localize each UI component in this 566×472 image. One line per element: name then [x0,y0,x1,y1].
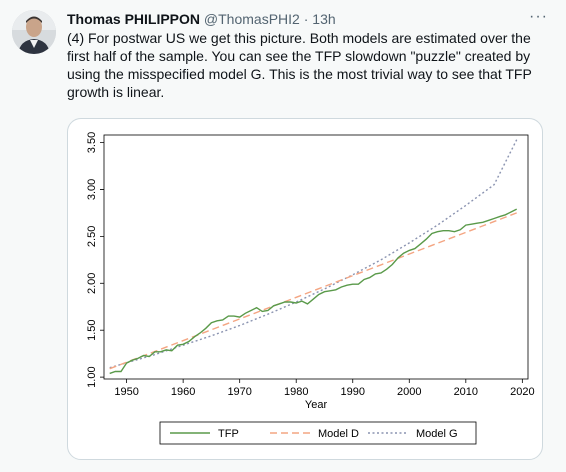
tweet-media-chart[interactable]: 1950 1960 1970 1980 1990 2000 2010 2020 1.00 1.50… [67,118,543,460]
separator-dot: · [303,11,309,27]
x-tick-label: 1990 [341,386,365,398]
series-line-model-d [109,212,517,370]
tweet-time[interactable]: 13h [312,11,336,27]
x-tick-label: 1970 [227,386,251,398]
series-line-tfp [109,208,518,375]
x-tick-label: 1960 [171,386,195,398]
more-horizontal-icon[interactable]: ··· [529,8,548,25]
avatar[interactable] [12,10,56,54]
legend-label: Model G [416,428,458,440]
y-tick-label: 2.00 [86,273,98,294]
series-line-model-g [109,139,518,369]
tweet-header: Thomas PHILIPPON @ThomasPHI2 · 13h [67,10,336,28]
plot-area [103,134,529,380]
y-tick-label: 2.50 [86,226,98,247]
y-tick-label: 1.00 [86,366,98,387]
x-axis-label: Year [305,399,328,411]
x-tick-label: 1980 [284,386,308,398]
author-name[interactable]: Thomas PHILIPPON [67,11,201,27]
line-chart: 1950 1960 1970 1980 1990 2000 2010 2020 1.00 1.50… [86,132,535,445]
tweet-text: (4) For postwar US we get this picture. … [67,30,532,100]
y-tick-label: 3.50 [86,132,98,153]
y-tick-label: 3.00 [86,179,98,200]
x-tick-label: 2000 [397,386,421,398]
legend-label: Model D [318,428,359,440]
x-tick-label: 1950 [114,386,138,398]
legend-label: TFP [218,428,239,440]
x-tick-label: 2010 [454,386,478,398]
author-handle[interactable]: @ThomasPHI2 [203,11,300,27]
x-tick-label: 2020 [510,386,534,398]
y-tick-label: 1.50 [86,319,98,340]
legend-box [159,421,477,445]
person-avatar-icon [12,10,56,54]
